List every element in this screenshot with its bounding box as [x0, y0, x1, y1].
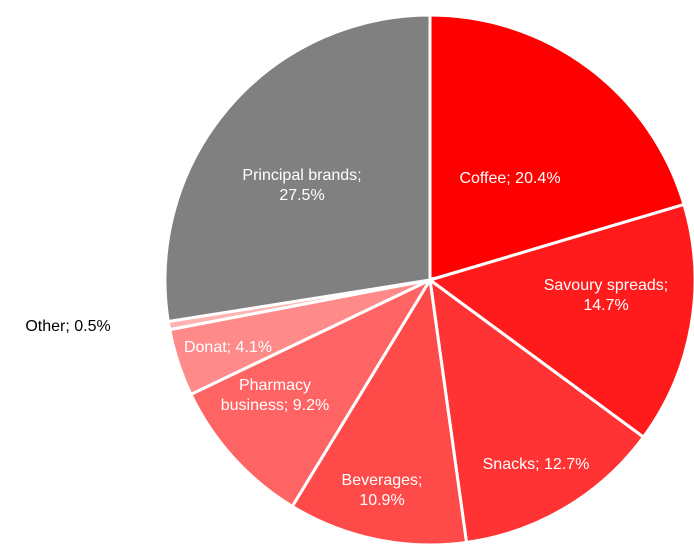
data-label-beverages: Beverages; 10.9%: [342, 472, 423, 509]
data-label-pharmacy-business: Pharmacy business; 9.2%: [221, 377, 330, 414]
pie-slice-savoury-spreads: [426, 202, 694, 440]
data-label-line: 14.7%: [583, 297, 628, 314]
pie-slice-pharmacy-business: [188, 276, 434, 509]
data-label-line: Savoury spreads;: [544, 277, 669, 294]
data-label-principal-brands: Principal brands; 27.5%: [242, 167, 361, 204]
pie-labels: Coffee; 20.4% Savoury spreads; 14.7% Snacks…: [25, 167, 668, 509]
data-label-line: Beverages;: [342, 472, 423, 489]
data-label-line: business; 9.2%: [221, 397, 330, 414]
data-label-donat: Donat; 4.1%: [184, 339, 272, 356]
data-label-coffee: Coffee; 20.4%: [459, 170, 560, 187]
data-label-savoury-spreads: Savoury spreads; 14.7%: [544, 277, 669, 314]
data-label-line: Other; 0.5%: [25, 318, 110, 335]
pie-slices: [163, 13, 694, 545]
data-label-line: 10.9%: [359, 492, 404, 509]
data-label-line: Snacks; 12.7%: [483, 456, 590, 473]
data-label-line: 27.5%: [279, 187, 324, 204]
data-label-line: Donat; 4.1%: [184, 339, 272, 356]
data-label-snacks: Snacks; 12.7%: [483, 456, 590, 473]
pie-slice-snacks: [428, 276, 646, 545]
data-label-line: Coffee; 20.4%: [459, 170, 560, 187]
data-label-line: Pharmacy: [239, 377, 311, 394]
data-label-line: Principal brands;: [242, 167, 361, 184]
pie-slice-coffee: [428, 13, 686, 283]
pie-slice-beverages: [290, 275, 469, 545]
data-label-other: Other; 0.5%: [25, 318, 110, 335]
pie-slice-principal-brands: [163, 13, 432, 324]
